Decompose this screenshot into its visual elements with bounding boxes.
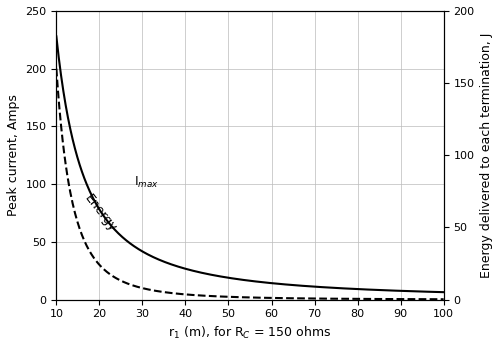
Y-axis label: Energy delivered to each termination, J: Energy delivered to each termination, J xyxy=(480,33,493,278)
Y-axis label: Peak current, Amps: Peak current, Amps xyxy=(7,94,20,216)
X-axis label: r$_1$ (m), for R$_C$ = 150 ohms: r$_1$ (m), for R$_C$ = 150 ohms xyxy=(168,325,332,341)
Text: I$_{max}$: I$_{max}$ xyxy=(134,175,159,190)
Text: Energy: Energy xyxy=(82,192,120,234)
